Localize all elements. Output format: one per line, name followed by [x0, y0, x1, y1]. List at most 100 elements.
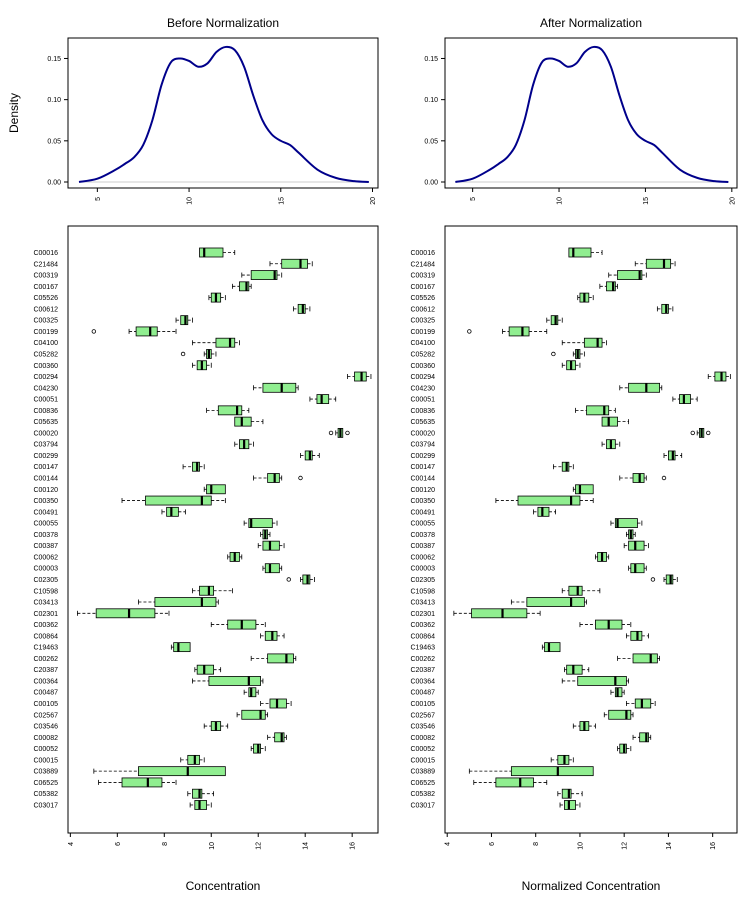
category-label: C00319	[33, 273, 58, 280]
category-label: C00051	[33, 397, 58, 404]
category-label: C00052	[410, 746, 435, 753]
category-label: C00262	[410, 656, 435, 663]
category-label: C00836	[410, 408, 435, 415]
category-label: C02301	[33, 611, 58, 618]
boxplot-panel-1: 4 6 8 10 12 14 16 Concentration C00016 C21484 C003…	[33, 225, 379, 893]
category-label: C00144	[410, 476, 435, 483]
outlier-point	[467, 329, 472, 334]
category-label: C00120	[410, 487, 435, 494]
category-label: C00051	[410, 397, 435, 404]
category-label: C00020	[410, 430, 435, 437]
x-tick-label: 12	[622, 842, 629, 850]
category-label: C00167	[33, 284, 58, 291]
category-label: C00105	[410, 701, 435, 708]
box	[239, 281, 250, 292]
category-label: C00364	[410, 678, 435, 685]
density-curve	[78, 45, 369, 183]
category-label: C00487	[33, 690, 58, 697]
category-label: C00062	[410, 554, 435, 561]
box	[316, 394, 330, 404]
x-tick-label: 14	[303, 842, 310, 850]
box	[304, 450, 313, 461]
box	[196, 664, 215, 675]
box	[564, 800, 576, 810]
box	[495, 777, 534, 788]
category-label: C00378	[33, 532, 58, 539]
box	[606, 281, 616, 292]
x-axis-label: Normalized Concentration	[522, 879, 661, 893]
category-label: C05382	[33, 791, 58, 798]
box	[630, 563, 645, 574]
category-label: C03546	[410, 724, 435, 731]
box	[267, 473, 280, 483]
box	[632, 653, 658, 664]
box	[665, 574, 674, 585]
category-label: C00052	[33, 746, 58, 753]
box	[187, 754, 200, 765]
category-label: C20387	[33, 667, 58, 674]
box	[628, 540, 645, 551]
category-label: C00387	[33, 543, 58, 550]
category-label: C00015	[410, 757, 435, 764]
box	[173, 642, 191, 653]
box	[561, 788, 572, 799]
box	[517, 495, 581, 506]
box	[269, 698, 287, 709]
box	[557, 754, 570, 765]
category-label: C00864	[410, 633, 435, 640]
category-label: C00864	[33, 633, 58, 640]
category-label: C00294	[410, 374, 435, 381]
outlier-point	[286, 577, 291, 582]
category-label: C00325	[410, 318, 435, 325]
category-label: C21484	[410, 261, 435, 268]
x-tick-label: 20	[370, 197, 377, 205]
box	[668, 450, 676, 461]
category-label: C03794	[410, 442, 435, 449]
box	[608, 709, 632, 720]
category-label: C03017	[33, 802, 58, 809]
category-label: C06525	[33, 780, 58, 787]
category-label: C03889	[410, 769, 435, 776]
box	[526, 597, 585, 607]
category-label: C00199	[33, 329, 58, 336]
box	[354, 371, 367, 382]
category-label: C03794	[33, 442, 58, 449]
x-axis-label: Concentration	[186, 879, 261, 893]
category-label: C02305	[410, 577, 435, 584]
y-tick-label: 0.00	[47, 180, 61, 187]
box	[617, 270, 643, 280]
category-label: C04100	[410, 340, 435, 347]
category-label: C00350	[410, 498, 435, 505]
category-label: C00144	[33, 476, 58, 483]
box	[274, 732, 285, 743]
category-label: C21484	[33, 261, 58, 268]
category-label: C00836	[33, 408, 58, 415]
plot-frame	[67, 37, 379, 189]
box	[253, 743, 261, 754]
box	[180, 315, 189, 326]
box	[575, 484, 594, 495]
box	[199, 247, 224, 258]
box	[561, 461, 570, 472]
category-label: C00015	[33, 757, 58, 764]
category-label: C03889	[33, 769, 58, 776]
box	[234, 416, 252, 427]
category-label: C10598	[33, 588, 58, 595]
category-label: C00487	[410, 690, 435, 697]
category-label: C19463	[33, 645, 58, 652]
category-label: C00020	[33, 430, 58, 437]
box	[568, 247, 592, 258]
category-label: C04230	[33, 385, 58, 392]
outlier-point	[91, 329, 97, 334]
boxplot-panel-2: 4 6 8 10 12 14 16 Normalized Concentration C0001…	[410, 225, 738, 893]
category-label: C00612	[33, 306, 58, 313]
y-tick-label: 0.10	[424, 97, 438, 104]
y-tick-label: 0.05	[47, 138, 61, 145]
category-label: C03413	[33, 600, 58, 607]
box	[194, 800, 207, 810]
category-label: C00082	[33, 735, 58, 742]
x-tick-label: 16	[710, 842, 717, 850]
box	[264, 630, 278, 641]
category-label: C00360	[410, 363, 435, 370]
category-label: C05526	[33, 295, 58, 302]
